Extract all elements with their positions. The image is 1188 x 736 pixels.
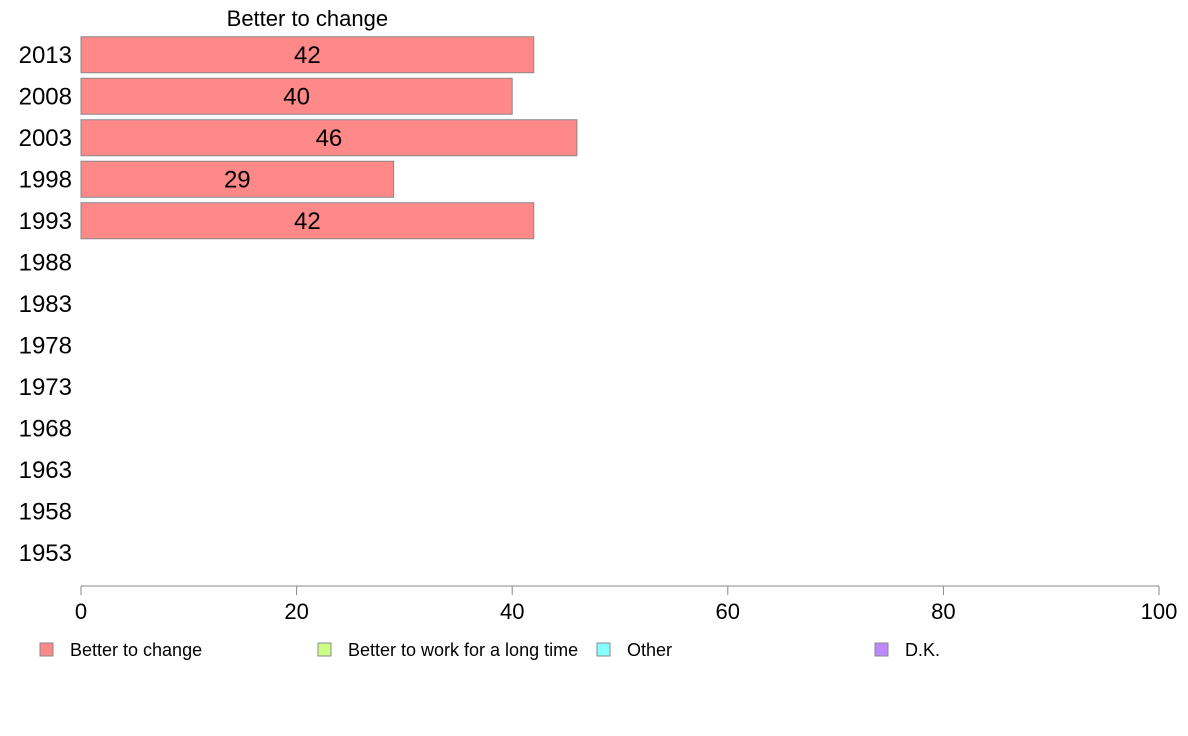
x-tick-label: 0 [75, 599, 87, 624]
category-label: 1973 [19, 374, 72, 401]
x-tick-label: 40 [500, 599, 524, 624]
legend-label: Better to change [70, 640, 202, 660]
legend: Better to change Better to work for a lon… [39, 640, 940, 660]
legend-item: D.K. [874, 640, 940, 660]
legend-swatch [596, 642, 611, 657]
data-label: 42 [294, 42, 321, 69]
bar [80, 160, 395, 198]
legend-label: Other [627, 640, 672, 660]
category-label: 2013 [19, 42, 72, 69]
legend-item: Better to work for a long time [317, 640, 578, 660]
category-label: 2008 [19, 83, 72, 110]
bar [80, 202, 535, 240]
x-tick-label: 80 [931, 599, 955, 624]
category-label: 1983 [19, 291, 72, 318]
category-label: 1958 [19, 498, 72, 525]
legend-swatch [317, 642, 332, 657]
category-label: 1998 [19, 166, 72, 193]
data-label: 40 [283, 83, 310, 110]
legend-item: Other [596, 640, 672, 660]
category-label: 1963 [19, 457, 72, 484]
category-labels: 2013 2008 2003 1998 1993 1988 1983 1978 1973 1968… [19, 42, 72, 567]
legend-swatch [39, 642, 54, 657]
legend-item: Better to change [39, 640, 202, 660]
category-label: 1988 [19, 249, 72, 276]
category-label: 1993 [19, 208, 72, 235]
category-label: 2003 [19, 125, 72, 152]
x-tick-label: 20 [284, 599, 308, 624]
bar [80, 36, 535, 74]
category-label: 1978 [19, 332, 72, 359]
category-label: 1953 [19, 540, 72, 567]
data-label: 42 [294, 208, 321, 235]
x-axis: 0 20 40 60 80 100 [75, 585, 1178, 624]
series-title: Better to change [227, 6, 388, 31]
legend-label: Better to work for a long time [348, 640, 578, 660]
x-tick-label: 100 [1141, 599, 1178, 624]
data-label: 29 [224, 166, 251, 193]
legend-label: D.K. [905, 640, 940, 660]
legend-swatch [874, 642, 889, 657]
data-label: 46 [316, 125, 343, 152]
x-tick-label: 60 [716, 599, 740, 624]
category-label: 1968 [19, 415, 72, 442]
bar [80, 119, 578, 157]
bar [80, 77, 513, 115]
